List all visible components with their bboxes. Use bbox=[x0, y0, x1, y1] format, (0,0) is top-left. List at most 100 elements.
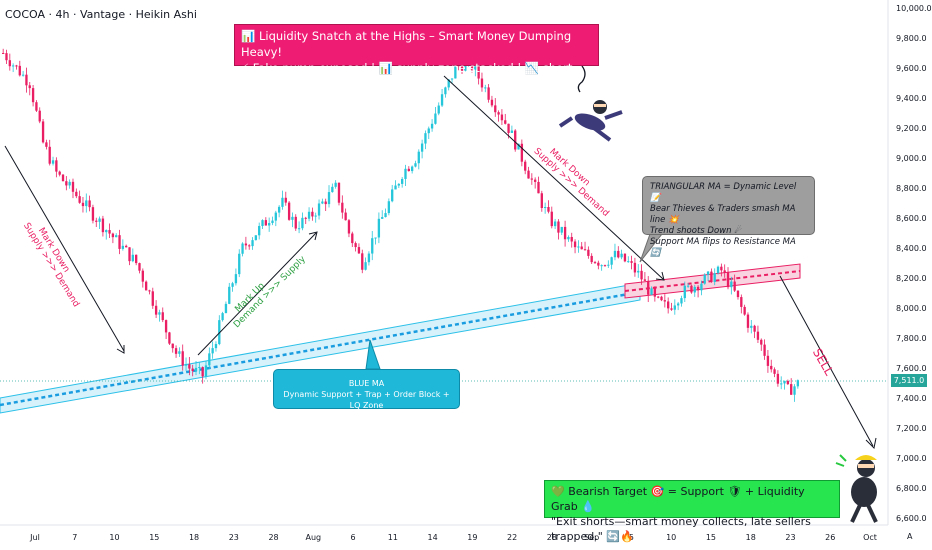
time-tick-label: 19 bbox=[467, 533, 477, 542]
candle-body bbox=[730, 281, 733, 288]
price-tick-label: 7,400.0 bbox=[896, 394, 927, 403]
candle-body bbox=[746, 314, 750, 328]
price-tick-label: 9,200.0 bbox=[896, 124, 927, 133]
candle-body bbox=[367, 253, 371, 263]
time-tick-label: Sep bbox=[584, 533, 599, 542]
candle-body bbox=[331, 186, 334, 193]
candle-body bbox=[344, 212, 347, 221]
candle-body bbox=[504, 120, 507, 124]
candle-body bbox=[424, 133, 427, 144]
chart-title: COCOA · 4h · Vantage · Heikin Ashi bbox=[5, 8, 197, 21]
candle-body bbox=[314, 215, 317, 217]
time-tick-label: 14 bbox=[428, 533, 438, 542]
candle-body bbox=[81, 202, 85, 207]
candle-body bbox=[201, 367, 204, 377]
candle-body bbox=[607, 264, 610, 266]
candle-body bbox=[188, 364, 191, 369]
candle-body bbox=[125, 245, 128, 248]
candle-body bbox=[753, 325, 756, 332]
price-tick-label: 9,800.0 bbox=[896, 34, 927, 43]
time-tick-label: Jul bbox=[29, 533, 40, 542]
candle-body bbox=[760, 339, 763, 345]
candle-body bbox=[48, 146, 51, 164]
candle-body bbox=[547, 207, 550, 212]
candle-body bbox=[204, 365, 208, 377]
candle-body bbox=[743, 306, 746, 315]
candle-body bbox=[560, 226, 563, 233]
candle-body bbox=[573, 241, 577, 248]
candle-body bbox=[234, 274, 238, 284]
candle-body bbox=[264, 220, 268, 226]
candle-body bbox=[660, 296, 663, 301]
candle-body bbox=[161, 312, 164, 321]
candle-body bbox=[101, 218, 105, 233]
candle-body bbox=[583, 249, 587, 251]
candles bbox=[2, 48, 800, 402]
time-tick-label: 6 bbox=[351, 533, 356, 542]
candle-body bbox=[590, 255, 593, 263]
candle-body bbox=[420, 143, 424, 152]
candle-body bbox=[686, 285, 690, 287]
candle-body bbox=[756, 331, 760, 340]
candle-body bbox=[51, 160, 55, 164]
bearish-target-note: 💚 Bearish Target 🎯 = Support 🛡 + Liquidi… bbox=[544, 480, 840, 543]
candle-body bbox=[354, 243, 357, 248]
candle-body bbox=[620, 253, 623, 258]
candle-body bbox=[347, 220, 351, 234]
candle-body bbox=[18, 65, 21, 76]
candle-body bbox=[633, 262, 637, 273]
candle-body bbox=[454, 64, 457, 79]
candle-body bbox=[371, 238, 374, 254]
target-line-2: "Exit shorts—smart money collects, late … bbox=[551, 515, 811, 543]
candle-body bbox=[587, 249, 590, 256]
candle-body bbox=[404, 168, 407, 179]
candle-body bbox=[178, 351, 181, 354]
auto-scale-button[interactable]: A bbox=[907, 532, 913, 541]
candle-body bbox=[381, 217, 384, 219]
candle-body bbox=[304, 217, 307, 219]
candle-body bbox=[716, 266, 720, 274]
time-tick-label: 26 bbox=[825, 533, 835, 542]
candle-body bbox=[184, 364, 188, 366]
candle-body bbox=[593, 262, 597, 264]
candle-body bbox=[211, 348, 214, 354]
candle-body bbox=[327, 192, 331, 205]
candle-body bbox=[31, 88, 35, 103]
candle-body bbox=[357, 247, 361, 254]
candle-body bbox=[474, 66, 477, 70]
candle-body bbox=[700, 283, 703, 291]
candle-body bbox=[427, 128, 430, 134]
trend-arrows bbox=[4, 75, 877, 450]
candle-body bbox=[307, 211, 311, 219]
time-tick-label: 15 bbox=[706, 533, 716, 542]
candle-body bbox=[38, 110, 41, 122]
price-tick-label: 7,000.0 bbox=[896, 454, 927, 463]
candle-body bbox=[214, 344, 218, 349]
candle-body bbox=[198, 367, 201, 369]
candle-body bbox=[397, 183, 401, 186]
time-tick-label: 23 bbox=[785, 533, 795, 542]
candle-body bbox=[68, 181, 71, 186]
candle-body bbox=[786, 380, 790, 385]
price-tick-label: 6,800.0 bbox=[896, 484, 927, 493]
candle-body bbox=[364, 262, 367, 270]
time-tick-label: 23 bbox=[229, 533, 239, 542]
price-tick-label: 7,200.0 bbox=[896, 424, 927, 433]
candle-body bbox=[274, 212, 277, 221]
candle-body bbox=[627, 261, 630, 263]
candle-body bbox=[766, 355, 770, 366]
candle-body bbox=[444, 87, 447, 95]
candle-body bbox=[557, 221, 560, 233]
candle-body bbox=[258, 225, 261, 236]
candle-body bbox=[650, 288, 653, 295]
candle-body bbox=[407, 168, 410, 172]
price-tick-label: 8,800.0 bbox=[896, 184, 927, 193]
candle-body bbox=[337, 182, 341, 203]
candle-body bbox=[374, 237, 377, 239]
candle-body bbox=[776, 373, 780, 384]
candle-body bbox=[88, 200, 91, 208]
candle-body bbox=[710, 271, 713, 282]
candle-body bbox=[115, 235, 118, 238]
blue-ma-title: BLUE MA bbox=[348, 379, 385, 388]
